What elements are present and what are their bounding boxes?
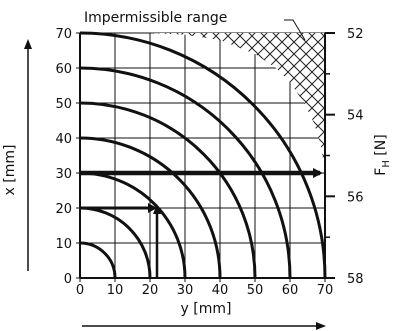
axes — [24, 32, 335, 330]
y-tick-label-7: 70 — [55, 27, 72, 42]
y-axis-title: x [mm] — [2, 145, 18, 196]
impermissible-region — [80, 33, 325, 173]
x-tick-label-3: 30 — [177, 283, 194, 298]
y2-tick-label-0: 52 — [347, 27, 364, 42]
y-tick-label-5: 50 — [55, 97, 72, 112]
y-tick-label-6: 60 — [55, 62, 72, 77]
example-arrowhead-30 — [313, 168, 323, 178]
curve-r60 — [79, 66, 292, 279]
x-tick-label-1: 10 — [107, 283, 124, 298]
example-arrows — [80, 168, 323, 278]
y-tick-label-0: 0 — [64, 272, 72, 287]
y-tick-label-2: 20 — [55, 202, 72, 217]
x-axis-title: y [mm] — [181, 301, 232, 317]
y-tick-label-3: 30 — [55, 167, 72, 182]
x-tick-label-5: 50 — [247, 283, 264, 298]
y2-tick-label-2: 56 — [347, 190, 364, 205]
x-tick-label-4: 40 — [212, 283, 229, 298]
example-arrowhead-20 — [148, 203, 157, 213]
y-tick-label-1: 10 — [55, 237, 72, 252]
y2-axis-title-sub: H — [381, 160, 392, 168]
example-vertical-arrowhead-22 — [153, 204, 161, 214]
y2-axis-title: FH [N] — [373, 134, 392, 175]
y-axis-arrow-head — [24, 39, 32, 49]
curve-r70 — [79, 31, 327, 279]
x-tick-label-2: 20 — [142, 283, 159, 298]
annotation-text: Impermissible range — [84, 10, 227, 26]
text-layer: 0 10 20 30 40 50 60 70 0 10 20 30 40 50 60 70 52 54 56 58 x … — [2, 10, 392, 317]
x-axis-arrow-head — [316, 322, 326, 330]
y2-tick-label-3: 58 — [347, 272, 364, 287]
y-tick-label-4: 40 — [55, 132, 72, 147]
annotation-leader — [284, 19, 306, 41]
x-tick-label-6: 60 — [282, 283, 299, 298]
y2-axis-title-main: F — [373, 168, 389, 176]
x-tick-label-7: 70 — [317, 283, 334, 298]
curve-r30 — [79, 171, 187, 279]
curve-r10 — [79, 241, 117, 279]
x-tick-label-0: 0 — [76, 283, 84, 298]
curve-r50 — [79, 101, 257, 279]
y2-tick-label-1: 54 — [347, 109, 364, 124]
curve-r40 — [79, 136, 222, 279]
impermissible-area — [80, 33, 325, 173]
y2-axis-title-unit: [N] — [373, 134, 389, 160]
